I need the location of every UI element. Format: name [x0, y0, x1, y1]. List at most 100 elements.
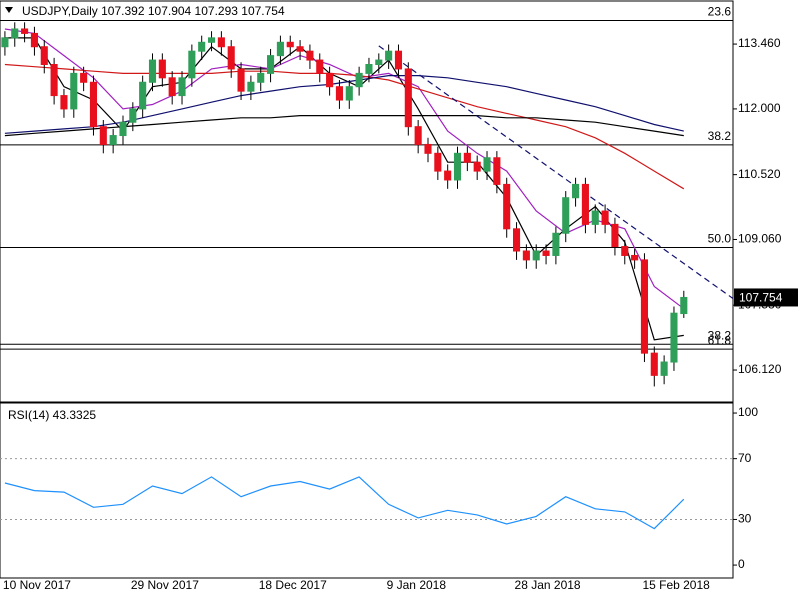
fib-level-label: 50.0 [708, 232, 732, 246]
rsi-frame [0, 402, 734, 579]
candle-body [562, 197, 570, 234]
last-price-label: 107.754 [739, 291, 783, 305]
candle-body [414, 126, 422, 145]
line-series [4, 114, 684, 137]
candle-body [503, 183, 511, 230]
x-tick-label: 15 Feb 2018 [642, 578, 710, 592]
y-tick-label: 100 [738, 405, 758, 419]
candle-body [99, 126, 107, 145]
y-tick-label: 113.460 [738, 36, 781, 50]
candle-body [267, 55, 275, 74]
candle-body [640, 259, 648, 354]
candle-body [158, 59, 166, 79]
y-tick-label: 110.520 [738, 167, 781, 181]
fib-level-label: 38.2 [708, 328, 732, 342]
chart-title: USDJPY,Daily 107.392 107.904 107.293 107… [22, 4, 285, 18]
candle-body [404, 68, 412, 128]
candle-body [385, 50, 393, 61]
candle-body [207, 37, 216, 43]
candle-body [365, 64, 373, 74]
candle-body [532, 250, 540, 261]
line-series [378, 45, 734, 299]
candle-body [109, 135, 117, 145]
last-price-box [734, 288, 798, 307]
candle-body [21, 28, 29, 34]
candle-body [247, 81, 255, 92]
candle-body [581, 183, 589, 225]
candle-body [444, 170, 452, 181]
candle-body [198, 41, 206, 52]
y-tick-label: 70 [738, 451, 752, 465]
candle-body [345, 86, 353, 101]
y-tick-label: 30 [738, 512, 752, 526]
candle-body [227, 46, 235, 70]
candle-body [631, 254, 639, 261]
candle-body [552, 232, 560, 256]
candle-body [355, 72, 363, 88]
y-tick-label: 112.000 [738, 101, 781, 115]
rsi-title: RSI(14) 43.3325 [8, 408, 96, 422]
candle-body [335, 86, 343, 101]
candle-body [188, 50, 196, 79]
candle-body [453, 152, 462, 181]
candle-body [424, 143, 432, 154]
candle-body [129, 108, 137, 123]
line-series [4, 28, 685, 310]
candle-body [542, 250, 550, 256]
candle-body [591, 210, 599, 225]
candle-body [139, 81, 147, 110]
x-tick-label: 9 Jan 2018 [387, 578, 447, 592]
line-series [4, 476, 685, 530]
candle-body [296, 46, 304, 52]
fib-level-label: 23.6 [708, 5, 732, 19]
candle-body [434, 152, 442, 172]
candle-body [522, 250, 530, 261]
candle-body [316, 59, 324, 74]
candle-body [463, 152, 471, 163]
candle-body [11, 28, 19, 39]
candle-body [306, 50, 314, 61]
y-tick-label: 109.060 [738, 232, 782, 246]
candle-body [660, 361, 668, 376]
x-tick-label: 10 Nov 2017 [3, 578, 71, 592]
candle-body [89, 81, 98, 128]
candle-body [148, 59, 157, 83]
candle-body [30, 32, 38, 48]
line-series [4, 74, 684, 134]
candle-body [257, 72, 265, 83]
candle-body [80, 72, 88, 83]
y-tick-label: 106.120 [738, 362, 782, 376]
x-tick-label: 28 Jan 2018 [515, 578, 581, 592]
candle-body [670, 312, 678, 363]
candle-body [286, 41, 294, 48]
candle-body [326, 72, 334, 88]
candle-body [1, 37, 9, 48]
candle-body [611, 223, 619, 248]
candle-body [178, 77, 186, 97]
line-series [4, 63, 685, 190]
candle-body [621, 246, 629, 256]
candle-body [168, 77, 176, 97]
candle-body [60, 95, 68, 110]
candle-body [483, 157, 491, 172]
candle-body [217, 37, 225, 48]
candle-body [394, 50, 403, 70]
candle-body [119, 121, 127, 137]
candle-body [50, 64, 58, 97]
candle-body [680, 296, 688, 315]
candle-body [601, 210, 609, 225]
x-tick-label: 18 Dec 2017 [259, 578, 327, 592]
candle-body [375, 59, 383, 66]
candle-body [650, 352, 658, 376]
candle-body [276, 41, 284, 57]
candle-body [40, 46, 48, 66]
fib-level-label: 38.2 [708, 129, 732, 143]
line-series [4, 37, 684, 341]
candle-body [572, 183, 580, 199]
candle-body [493, 157, 501, 185]
candle-body [70, 72, 78, 110]
candle-body [473, 161, 481, 172]
menu-triangle [5, 7, 13, 13]
